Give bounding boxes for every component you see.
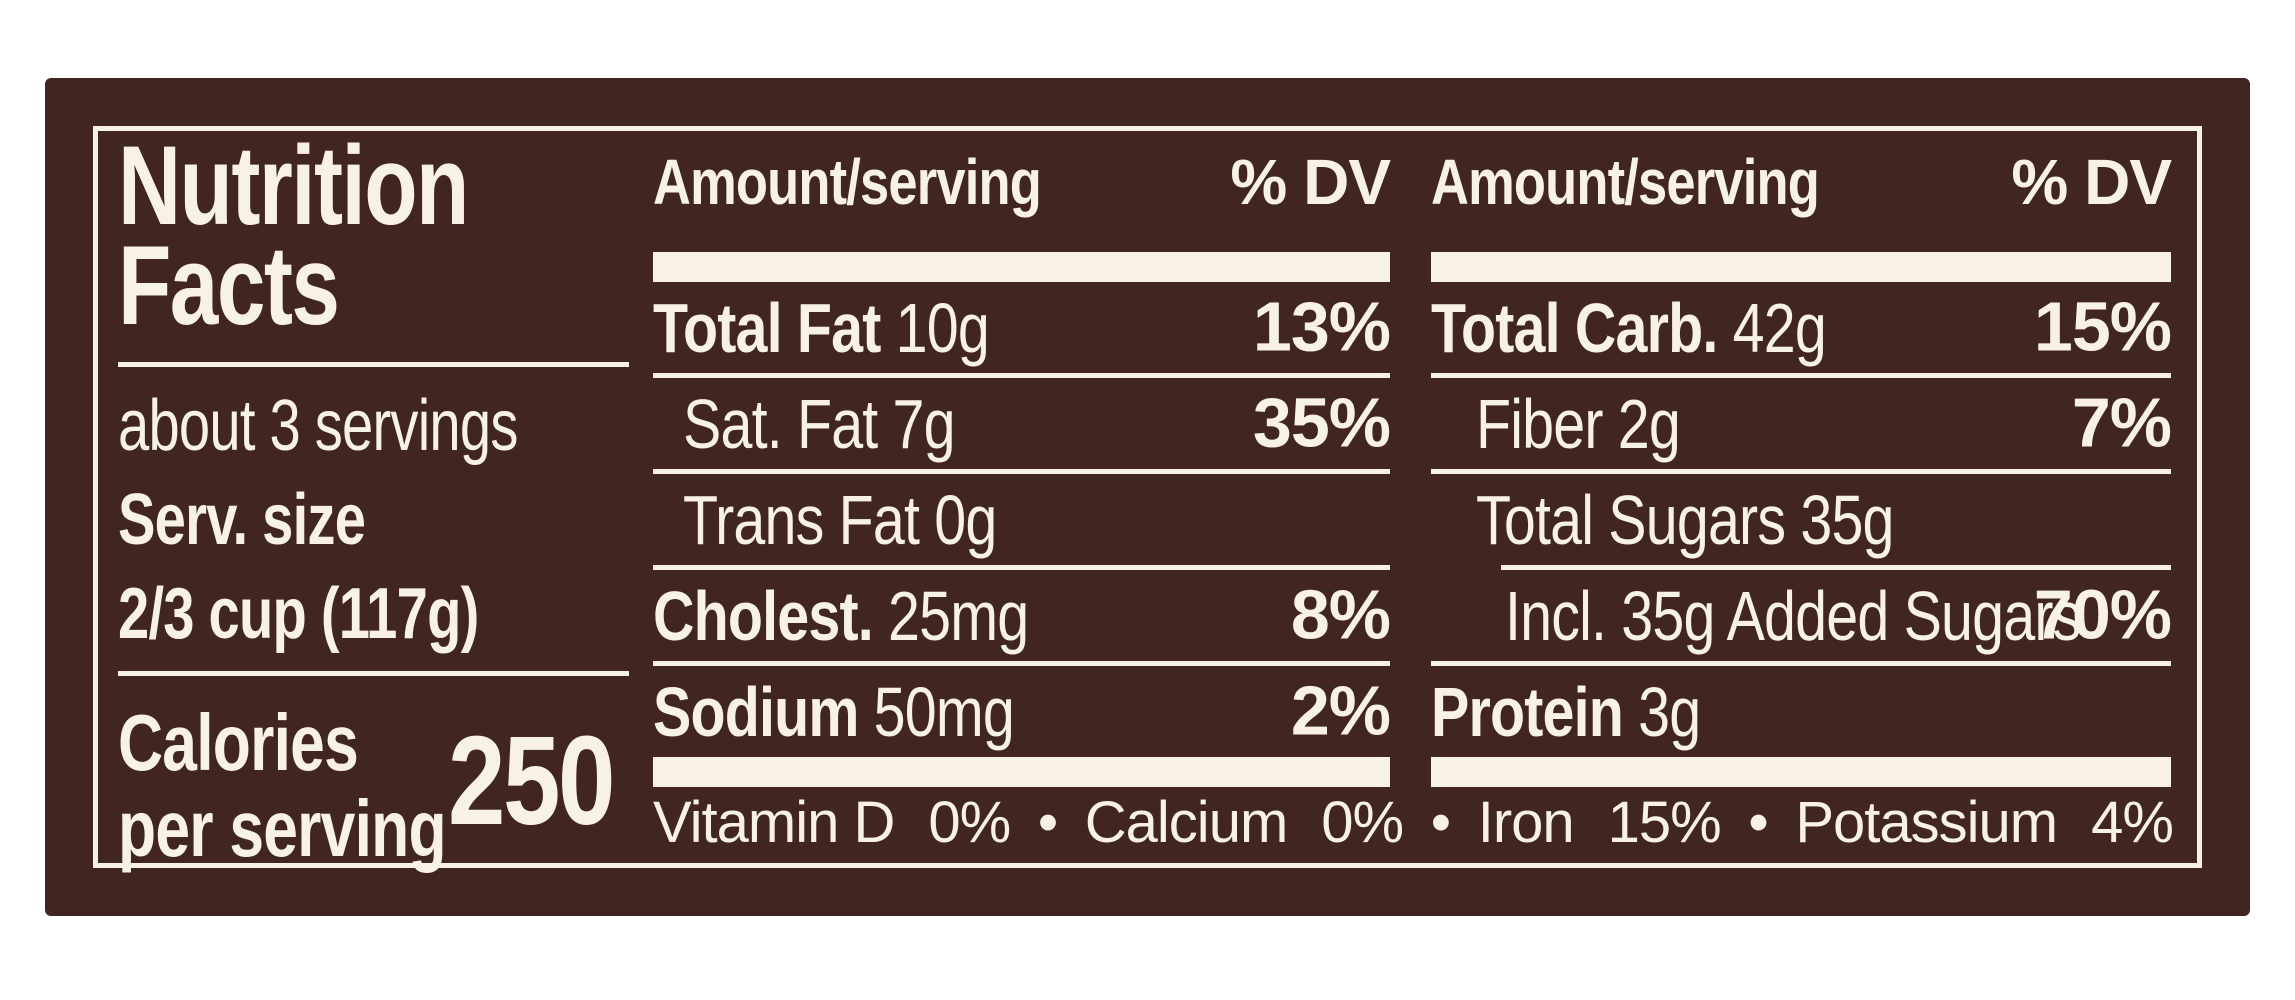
thick-bar [1431,757,2171,787]
amount-per-serving-header: Amount/serving [1431,146,1820,218]
thick-bar [653,757,1390,787]
thick-bar [1431,252,2171,282]
nutrient-row-total-carb: Total Carb. 42g 15% [1431,286,2172,367]
nutrient-rows: Total Carb. 42g 15% Fiber 2g 7% Total Su… [1431,282,2172,757]
micronutrients-row: Vitamin D 0% • Calcium 0% • Iron 15% • Pota… [653,789,2174,855]
nutrient-row-total-sugars: Total Sugars 35g [1476,480,1894,559]
serving-size-label: Serv. size [118,480,366,560]
row-rule [653,661,1390,666]
percent-dv-header: % DV [1230,146,1391,218]
column-header: Amount/serving % DV [653,138,1391,252]
thick-bar [653,252,1390,282]
micronutrient-vitamin-d: Vitamin D 0% [653,789,1011,855]
serving-size-value: 2/3 cup (117g) [118,574,479,654]
micronutrient-iron: Iron 15% [1477,789,1722,855]
dv-value: 15% [2033,286,2172,365]
divider-rule [118,362,629,367]
row-rule [1431,373,2171,378]
title-line-1: Nutrition [118,123,469,248]
nutrient-row-trans-fat: Trans Fat 0g [683,480,997,559]
nutrient-row-protein: Protein 3g [1431,672,1701,751]
micronutrient-potassium: Potassium 4% [1795,789,2174,855]
nutrient-column-right: Amount/serving % DV Total Carb. 42g 15% … [1431,138,2172,787]
bullet-separator: • [1037,789,1058,855]
percent-dv-header: % DV [2011,146,2172,218]
inner-border-frame [93,126,2202,868]
nutrient-column-left: Amount/serving % DV Total Fat 10g 13% Sa… [653,138,1391,787]
nutrient-rows: Total Fat 10g 13% Sat. Fat 7g 35% Trans … [653,282,1391,757]
bullet-separator: • [1430,789,1451,855]
panel-title: Nutrition Facts [118,123,632,348]
calories-label: Calories per serving [118,698,447,873]
micronutrient-calcium: Calcium 0% [1084,789,1404,855]
serving-info: about 3 servings Serv. size 2/3 cup (117… [118,379,632,661]
nutrition-facts-panel: Nutrition Facts about 3 servings Serv. s… [45,78,2250,916]
servings-per-container: about 3 servings [118,386,518,466]
nutrient-row-sodium: Sodium 50mg 2% [653,670,1391,751]
row-rule-indented [1501,565,2171,570]
nutrient-row-total-fat: Total Fat 10g 13% [653,286,1391,367]
nutrient-row-added-sugars: Incl. 35g Added Sugars 70% [1505,574,2172,655]
nutrient-row-sat-fat: Sat. Fat 7g 35% [683,382,1391,463]
dv-value: 7% [2071,382,2172,461]
calories-block: Calories per serving 250 [118,700,632,872]
divider-rule [118,671,629,676]
row-rule [653,469,1390,474]
dv-value: 13% [1252,286,1391,365]
column-header: Amount/serving % DV [1431,138,2172,252]
row-rule [653,373,1390,378]
nutrient-row-cholesterol: Cholest. 25mg 8% [653,574,1391,655]
dv-value: 70% [2033,574,2172,653]
dv-value: 35% [1252,382,1391,461]
row-rule [1431,661,2171,666]
amount-per-serving-header: Amount/serving [653,146,1042,218]
summary-column: Nutrition Facts about 3 servings Serv. s… [118,123,632,872]
title-line-2: Facts [118,223,340,348]
bullet-separator: • [1748,789,1768,855]
dv-value: 8% [1290,574,1391,653]
calories-value: 250 [448,709,615,851]
nutrient-row-fiber: Fiber 2g 7% [1476,382,2172,463]
dv-value: 2% [1290,670,1391,749]
row-rule [653,565,1390,570]
row-rule [1431,469,2171,474]
